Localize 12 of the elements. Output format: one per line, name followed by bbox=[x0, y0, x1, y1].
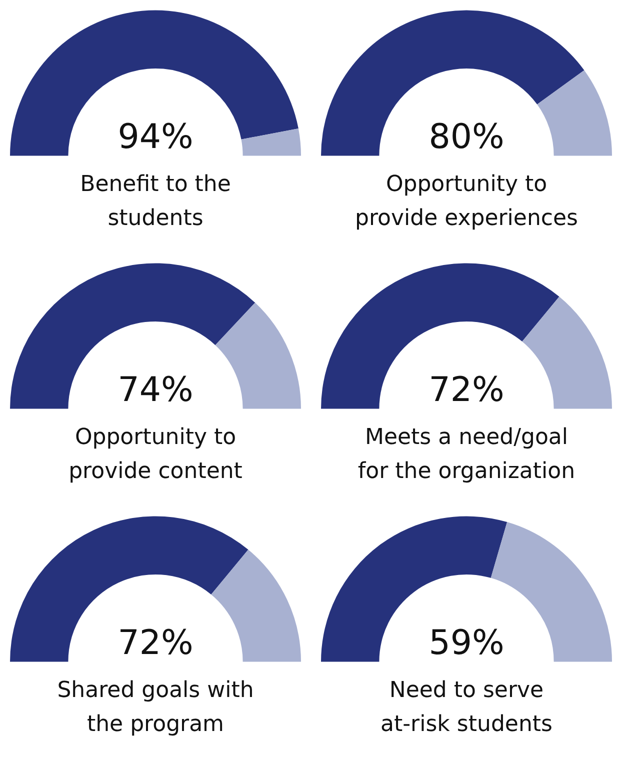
data-label: 72% bbox=[428, 370, 504, 410]
text: Meets a need/goal for the organization bbox=[356, 424, 576, 486]
text: Opportunity to provide content bbox=[68, 424, 244, 486]
text: Need to serve at-risk students bbox=[380, 677, 554, 739]
data-label: 74% bbox=[118, 370, 194, 410]
data-label: 80% bbox=[428, 116, 504, 157]
text: Benefit to the students bbox=[79, 171, 232, 233]
data-label: 94% bbox=[118, 116, 194, 157]
data-label: 72% bbox=[118, 622, 194, 663]
text: Shared goals with the program bbox=[56, 677, 255, 739]
data-label: 59% bbox=[428, 622, 504, 663]
text: Opportunity to provide experiences bbox=[354, 171, 579, 233]
